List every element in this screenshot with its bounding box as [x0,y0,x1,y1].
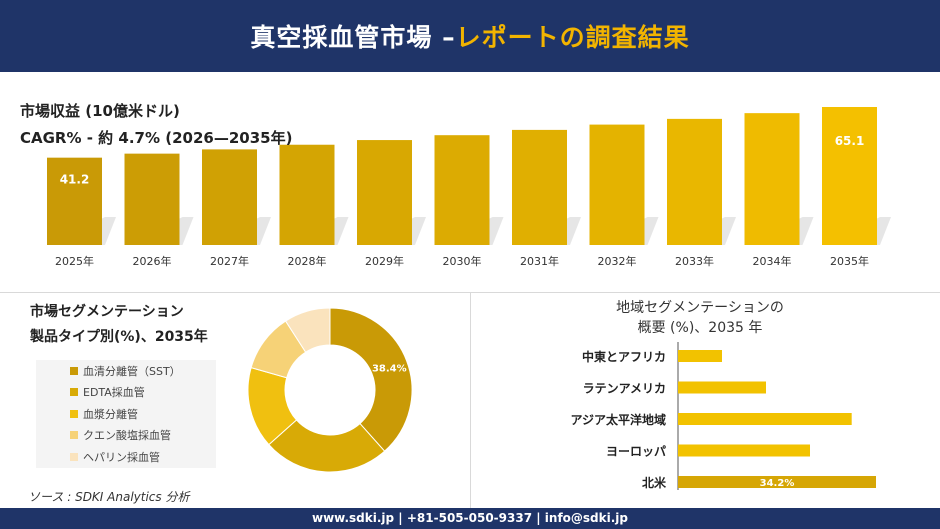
bar [357,140,412,245]
x-tick-label: 2026年 [133,254,172,268]
x-tick-label: 2034年 [753,254,792,268]
hbar [678,350,722,362]
y-tick-label: ヨーロッパ [606,445,666,459]
legend-swatch [70,366,78,375]
legend-item: 血漿分離管 [36,403,216,425]
legend-swatch [70,388,78,397]
revenue-info: 市場収益 (10億米ドル) CAGR% - 約 4.7% (2026—2035年… [20,98,292,152]
hbar [678,444,810,457]
x-tick-label: 2030年 [443,254,482,268]
bar [124,153,180,245]
legend-label: ヘパリン採血管 [83,450,160,464]
x-tick-label: 2031年 [520,254,559,268]
region-title: 地域セグメンテーションの 概要 (%)、2035 年 [560,298,840,338]
hbar [678,381,766,394]
bar-group: 2029年 [357,140,426,268]
legend-label: クエン酸塩採血管 [83,429,171,443]
bar [434,135,490,245]
legend-item: クエン酸塩採血管 [36,425,216,447]
donut-data-label: 38.4% [372,363,407,374]
bar-group: 2026年 [124,153,194,268]
section-divider [0,292,940,293]
hbar-data-label: 34.2% [760,478,795,489]
bar [822,107,877,245]
bar-group: 2033年 [667,118,736,268]
x-tick-label: 2032年 [598,254,637,268]
revenue-label: 市場収益 (10億米ドル) [20,102,180,120]
legend-item: EDTA採血管 [36,382,216,404]
y-tick-label: アジア太平洋地域 [570,412,666,427]
x-tick-label: 2028年 [288,254,327,268]
x-tick-label: 2035年 [830,254,869,268]
segment-title: 市場セグメンテーション 製品タイプ別(%)、2035年 [30,300,208,350]
header-title-accent: レポートの調査結果 [455,23,690,52]
bar-data-label: 41.2 [60,173,90,187]
source-note: ソース : SDKI Analytics 分析 [28,490,190,504]
legend-label: EDTA採血管 [83,386,145,400]
bar [667,118,722,245]
bar-group: 2032年 [589,124,659,268]
y-tick-label: 中東とアフリカ [582,349,666,364]
legend-label: 血漿分離管 [83,407,138,421]
revenue-bar-chart: 2025年 41.2 2026年 2027年 2028年 2029年 2030年 2031年 2… [47,107,891,268]
bar-data-label: 65.1 [835,134,865,148]
footer-contact: www.sdki.jp | +81-505-050-9337 | info@sd… [0,508,940,529]
bar [47,157,102,245]
donut-slice [268,419,386,473]
bar-group: 2031年 [512,129,581,268]
x-tick-label: 2027年 [210,254,249,268]
bar-group: 2027年 [202,149,271,268]
legend-swatch [70,409,78,418]
x-tick-label: 2033年 [675,254,714,268]
bar-group: 2025年 41.2 [47,157,116,268]
y-tick-label: 北米 [642,475,667,490]
legend-swatch [70,452,78,461]
y-tick-label: ラテンアメリカ [583,382,666,396]
header-title: 真空採血管市場 – [250,23,456,52]
legend-label: 血清分離管（SST） [83,364,181,378]
hbar [678,476,876,488]
legend-swatch [70,431,78,440]
x-tick-label: 2025年 [55,254,94,268]
hbar [678,413,852,425]
bar-group: 2034年 [744,113,814,268]
donut-legend: 血清分離管（SST） EDTA採血管 血漿分離管クエン酸塩採血管 ヘパリン採血管 [36,360,216,468]
section-divider-vertical [470,293,471,508]
segment-title-line1: 市場セグメンテーション [30,304,184,320]
legend-item: ヘパリン採血管 [36,446,216,468]
bar [512,129,567,245]
region-title-line2: 概要 (%)、2035 年 [637,320,763,336]
donut-slice [284,307,331,353]
bar [202,149,257,245]
region-title-line1: 地域セグメンテーションの [616,300,784,316]
bar-group: 2028年 [279,144,349,268]
legend-item: 血清分離管（SST） [36,360,216,382]
report-header: 真空採血管市場 – レポートの調査結果 [0,0,940,72]
bar [279,144,335,245]
bar-group: 2030年 [434,135,504,268]
product-donut-chart: 38.4% [247,307,413,473]
bar [589,124,645,245]
x-tick-label: 2029年 [365,254,404,268]
segment-title-line2: 製品タイプ別(%)、2035年 [30,329,208,345]
donut-slice [329,307,413,452]
bar-group: 2035年 65.1 [822,107,891,268]
bar [744,113,800,245]
cagr-label: CAGR% - 約 4.7% (2026—2035年) [20,129,293,147]
